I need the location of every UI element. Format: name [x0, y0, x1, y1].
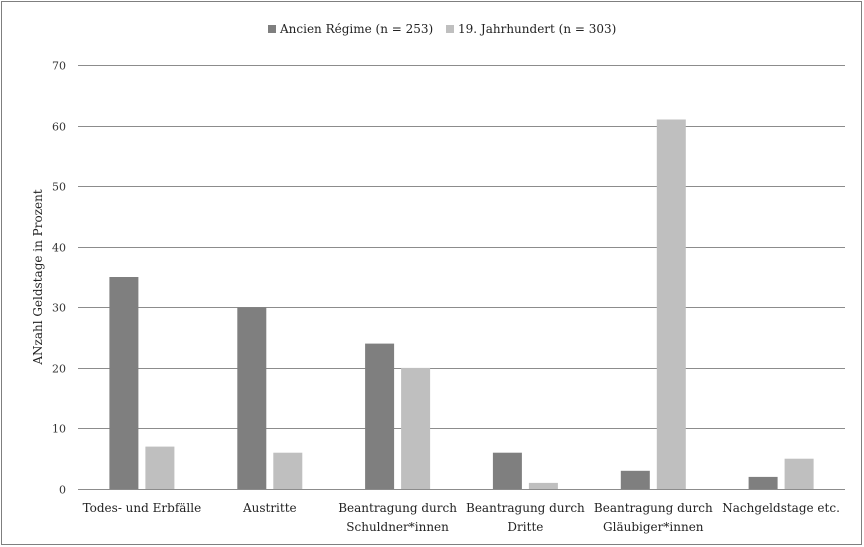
legend-label-19-jahrhundert: 19. Jahrhundert (n = 303) [458, 22, 616, 36]
x-category-label-line: Beantragung durch [594, 501, 713, 515]
bar-series-0-cat-2 [365, 343, 395, 489]
bar-series-1-cat-2 [401, 367, 431, 489]
y-tick-label: 10 [52, 423, 66, 436]
bar-series-1-cat-4 [656, 119, 686, 489]
y-axis-label: ANzahl Geldstage in Prozent [31, 189, 45, 366]
x-category-label-line: Dritte [507, 520, 543, 534]
x-category-label-line: Schuldner*innen [346, 520, 449, 534]
x-category-label: Beantragung durch Gläubiger*innen [594, 501, 713, 534]
bar-series-1-cat-1 [273, 452, 303, 489]
y-tick-label: 20 [52, 363, 66, 376]
y-tick-label: 40 [52, 242, 66, 255]
bar-series-0-cat-5 [748, 476, 778, 489]
x-category-label: Nachgeldstage etc. [722, 501, 840, 515]
x-category-label-line: Todes- und Erbfälle [83, 501, 202, 515]
y-axis-ticks: 0 10 20 30 40 50 60 70 [52, 60, 66, 497]
legend-swatch-19-jahrhundert [446, 25, 454, 33]
legend: Ancien Régime (n = 253) 19. Jahrhundert … [268, 22, 616, 36]
x-category-label-line: Austritte [242, 501, 297, 515]
x-category-label-line: Nachgeldstage etc. [722, 501, 840, 515]
legend-swatch-ancien-regime [268, 25, 276, 33]
bar-series-0-cat-1 [237, 307, 267, 489]
y-tick-label: 30 [52, 302, 66, 315]
x-category-label-line: Gläubiger*innen [603, 520, 704, 534]
y-tick-label: 60 [52, 121, 66, 134]
y-tick-label: 70 [52, 60, 66, 73]
y-tick-label: 0 [59, 484, 66, 497]
x-axis-labels: Todes- und Erbfälle Austritte Beantragung … [83, 501, 840, 534]
bar-series-0-cat-3 [492, 452, 522, 489]
x-category-label: Beantragung durch Dritte [466, 501, 585, 534]
bars [109, 119, 814, 489]
bar-series-1-cat-3 [528, 482, 558, 489]
bar-series-1-cat-5 [784, 458, 814, 489]
x-category-label-line: Beantragung durch [466, 501, 585, 515]
legend-label-ancien-regime: Ancien Régime (n = 253) [279, 22, 433, 36]
x-category-label-line: Beantragung durch [338, 501, 457, 515]
gridlines [78, 65, 845, 490]
bar-series-0-cat-0 [109, 277, 139, 489]
x-category-label: Austritte [242, 501, 297, 515]
x-category-label: Todes- und Erbfälle [83, 501, 202, 515]
bar-series-1-cat-0 [145, 446, 175, 489]
y-tick-label: 50 [52, 181, 66, 194]
x-category-label: Beantragung durch Schuldner*innen [338, 501, 457, 534]
bar-series-0-cat-4 [620, 470, 650, 489]
